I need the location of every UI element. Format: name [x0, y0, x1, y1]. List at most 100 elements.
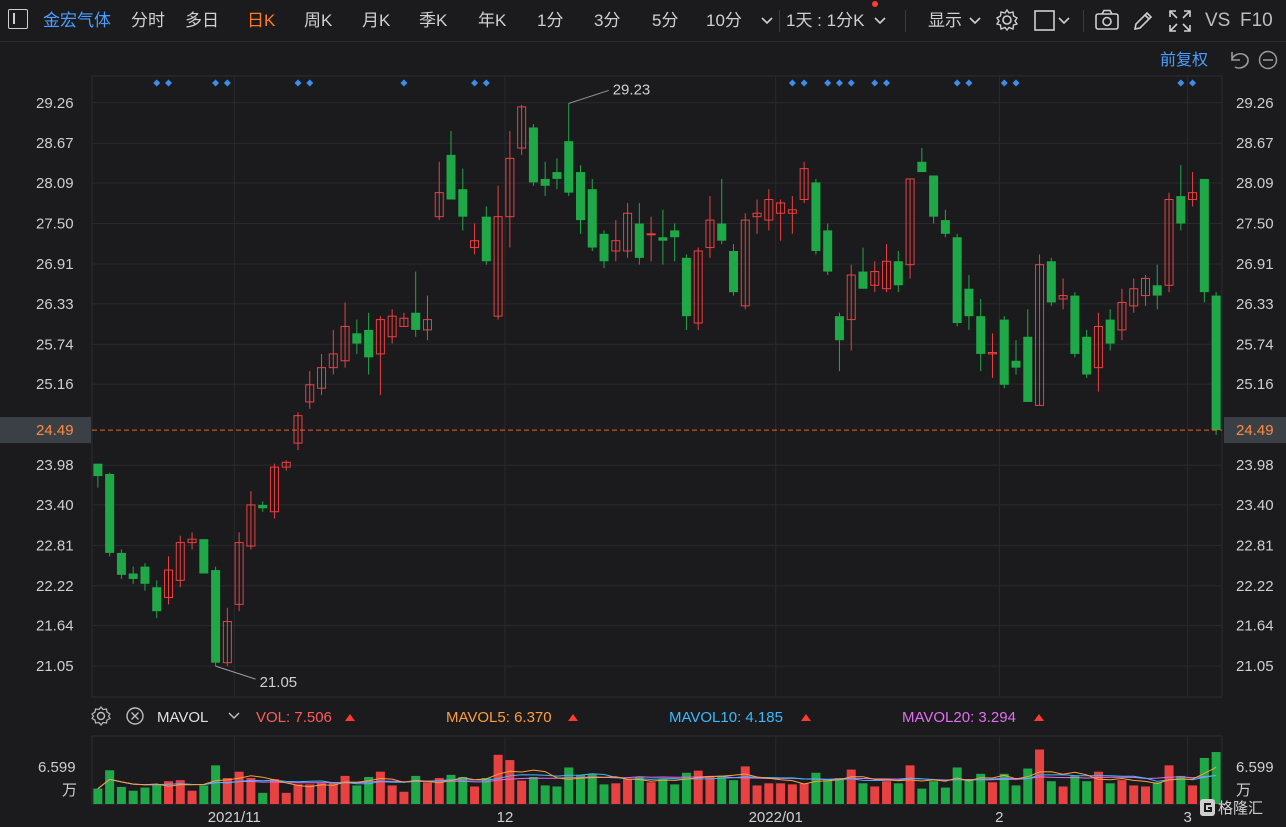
- volume-plot-frame: [91, 735, 1223, 805]
- kline-chart[interactable]: 29.26 28.67 28.09 27.50 26.91 26.33 25.74 25.16…: [0, 41, 1286, 827]
- f10-button[interactable]: F10: [1240, 10, 1273, 31]
- stock-name[interactable]: 金宏气体: [43, 11, 111, 30]
- adjust-mode-button[interactable]: 前复权: [1160, 51, 1208, 69]
- candle-body: [917, 161, 927, 173]
- candle: [1129, 278, 1139, 313]
- candle: [505, 130, 515, 248]
- event-marker-icon: [294, 79, 302, 87]
- candle-body: [293, 415, 303, 444]
- indicator-chevron-icon[interactable]: [228, 712, 240, 720]
- fullscreen-icon[interactable]: [1168, 9, 1192, 33]
- tab-weekly-k[interactable]: 周K: [304, 11, 333, 30]
- event-marker-icon: [1177, 79, 1185, 87]
- volume-bar: [517, 780, 527, 804]
- camera-icon[interactable]: [1095, 9, 1119, 31]
- volume-bar: [128, 790, 138, 804]
- divider: [1083, 10, 1084, 32]
- divider: [779, 10, 780, 32]
- event-marker-icon: [847, 79, 855, 87]
- tab-fenshi[interactable]: 分时: [131, 11, 165, 30]
- date-axis: 2021/11 12 2022/01 2 3: [208, 809, 1192, 826]
- volume-bar: [434, 778, 444, 804]
- price-tick-label: 22.22: [1236, 578, 1274, 595]
- price-tick-label: 27.50: [1236, 216, 1274, 233]
- volume-bar: [293, 784, 303, 804]
- mavol20-value: MAVOL20: 3.294: [902, 709, 1016, 726]
- interval-select[interactable]: 1天 : 1分K: [786, 11, 865, 30]
- volume-bar: [729, 780, 739, 804]
- divider: [905, 10, 906, 32]
- volume-bar: [1188, 785, 1198, 804]
- volume-bar: [140, 787, 150, 804]
- tab-yearly-k[interactable]: 年K: [478, 11, 507, 30]
- candle: [1093, 312, 1103, 392]
- chevron-down-icon[interactable]: [760, 14, 774, 28]
- volume-bar: [870, 786, 880, 804]
- candle-body: [952, 237, 962, 324]
- display-menu[interactable]: 显示: [928, 11, 962, 30]
- volume-bar: [764, 783, 774, 804]
- display-chevron-icon[interactable]: [968, 14, 982, 28]
- candle-body: [93, 463, 103, 477]
- event-marker-icon: [953, 79, 961, 87]
- price-tick-label: 22.22: [36, 578, 74, 595]
- candle: [882, 244, 892, 293]
- candle: [105, 472, 115, 557]
- candle: [681, 254, 691, 330]
- date-label: 2021/11: [208, 809, 261, 826]
- indicator-name[interactable]: MAVOL: [157, 709, 208, 726]
- tab-1min[interactable]: 1分: [537, 11, 564, 30]
- interval-chevron-icon[interactable]: [873, 14, 887, 28]
- candle-body: [564, 141, 574, 193]
- min-price-pointer: [215, 665, 256, 680]
- volume-bar: [681, 772, 691, 804]
- volume-bar: [623, 779, 633, 804]
- mavol5-line: [97, 766, 1217, 789]
- tab-daily-k[interactable]: 日K: [247, 11, 276, 30]
- candle: [940, 209, 950, 238]
- undo-icon[interactable]: [1231, 52, 1249, 69]
- candle-body: [128, 573, 138, 579]
- vs-compare-button[interactable]: VS: [1205, 10, 1231, 31]
- candle-body: [340, 325, 350, 362]
- candle: [611, 220, 621, 262]
- indicator-settings-icon[interactable]: [91, 706, 111, 726]
- volume-bar: [599, 784, 609, 804]
- candle: [1082, 329, 1092, 378]
- indicator-close-icon[interactable]: [126, 707, 144, 725]
- candle-body: [929, 175, 939, 217]
- price-tick-label: 26.33: [1236, 296, 1274, 313]
- menu-toggle-icon[interactable]: [8, 9, 28, 29]
- pencil-draw-icon[interactable]: [1131, 9, 1155, 33]
- tab-3min[interactable]: 3分: [594, 11, 621, 30]
- candle: [446, 130, 456, 200]
- tab-10min[interactable]: 10分: [706, 11, 742, 30]
- candle-body: [634, 223, 644, 258]
- layout-select-icon[interactable]: [1034, 10, 1074, 32]
- candle-body: [987, 352, 997, 355]
- minus-circle-icon[interactable]: [1258, 50, 1278, 70]
- candle-body: [540, 178, 550, 186]
- candle: [493, 185, 503, 320]
- price-tick-label: 24.49: [1236, 422, 1274, 439]
- settings-gear-icon[interactable]: [995, 8, 1019, 32]
- tab-quarterly-k[interactable]: 季K: [419, 11, 448, 30]
- tab-monthly-k[interactable]: 月K: [362, 11, 391, 30]
- candle: [564, 103, 574, 197]
- mavol20-up-arrow-icon: [1034, 714, 1044, 721]
- tab-5min[interactable]: 5分: [652, 11, 679, 30]
- candle-body: [399, 317, 409, 327]
- candle-body: [493, 216, 503, 317]
- candle: [1188, 172, 1198, 207]
- tab-multiday[interactable]: 多日: [185, 11, 219, 30]
- volume-bar: [1058, 786, 1068, 804]
- candle: [364, 312, 374, 375]
- candle-body: [105, 473, 115, 553]
- candle: [964, 274, 974, 330]
- volume-bar: [364, 776, 374, 804]
- candle-body: [658, 237, 668, 241]
- volume-bar: [105, 770, 115, 804]
- candle-body: [858, 271, 868, 289]
- candle: [952, 233, 962, 327]
- candle: [222, 607, 232, 667]
